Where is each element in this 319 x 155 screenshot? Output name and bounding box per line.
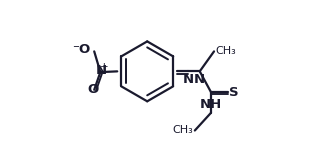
Text: N: N xyxy=(96,64,107,77)
Text: O: O xyxy=(87,83,98,96)
Text: +: + xyxy=(100,62,109,72)
Text: N: N xyxy=(194,73,205,86)
Text: CH₃: CH₃ xyxy=(216,46,236,56)
Text: ⁻O: ⁻O xyxy=(72,43,90,56)
Text: N: N xyxy=(182,73,194,86)
Text: S: S xyxy=(229,86,239,99)
Text: CH₃: CH₃ xyxy=(173,126,193,135)
Text: NH: NH xyxy=(200,98,222,111)
